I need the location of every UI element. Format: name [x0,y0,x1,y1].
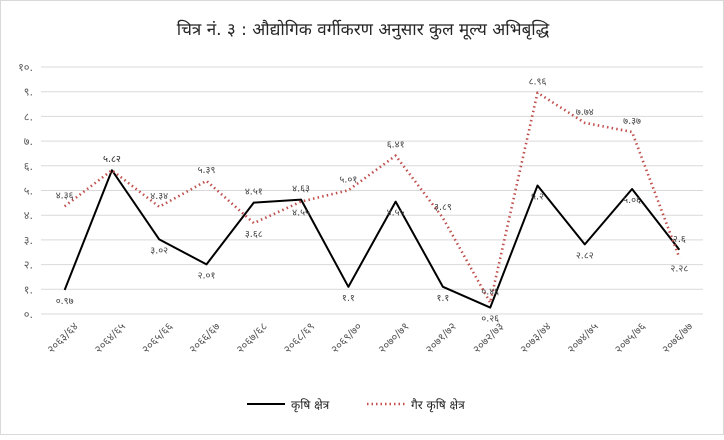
data-label: २.८२ [576,250,594,261]
data-label: ३.८९ [434,202,452,213]
legend-label-agriculture: कृषि क्षेत्र [291,398,330,413]
data-label: ६.४१ [387,140,405,151]
y-tick-label: १. [24,283,33,296]
x-tick-label: २०६६/६७ [187,320,223,356]
data-label: ८.९६ [529,77,547,88]
x-tick-label: २०७६/७७ [659,320,695,356]
x-tick-label: २०६४/६५ [92,320,128,356]
data-label: ५.२ [531,192,544,203]
data-label: ५.०६ [623,195,641,206]
chart-title: चित्र नं. ३ : औद्योगिक वर्गीकरण अनुसार क… [177,19,550,40]
x-axis-ticks: २०६३/६४ २०६४/६५ २०६५/६६ २०६६/६७ २०६७/६८ २०६८/… [45,320,696,356]
data-label: १.१ [342,293,355,304]
series-line-0 [63,169,681,309]
y-tick-label: ८. [24,110,33,123]
legend: कृषि क्षेत्र गैर कृषि क्षेत्र [247,398,465,413]
data-label: ४.५५ [387,208,405,219]
y-tick-label: १०. [18,61,33,74]
data-label: २.२८ [670,264,688,275]
legend-label-non-agriculture: गैर कृषि क्षेत्र [411,398,465,413]
x-tick-label: २०७३/७४ [518,320,554,356]
data-label: ७.७४ [576,107,594,118]
data-label: ४.५५ [292,208,310,219]
data-label: १.१ [436,293,449,304]
x-tick-label: २०७४/७५ [565,320,601,356]
data-label: ३.०२ [150,245,168,256]
data-label: ०.९७ [56,296,74,307]
x-tick-label: २०७५/७६ [612,320,648,356]
data-label: २.०१ [198,270,216,281]
y-tick-label: २. [24,259,33,272]
gridlines [41,66,703,315]
y-tick-label: ५. [24,185,33,198]
data-label: ०.२६ [481,314,499,325]
y-tick-label: ३. [24,234,33,247]
x-tick-label: २०६५/६६ [139,320,175,356]
y-tick-label: ६. [24,160,33,173]
data-label: ४.३६ [56,190,74,201]
data-label: २.६ [673,234,686,245]
data-label: ०.४६ [481,287,499,298]
y-axis-ticks: ०. १. २. ३. ४. ५. ६. ७. ८. ९. १०. [18,61,33,321]
x-tick-label: २०६३/६४ [45,320,81,356]
data-label: ४.३४ [150,191,168,202]
x-tick-label: २०६७/६८ [234,320,270,356]
data-label: ५.०१ [339,174,357,185]
x-tick-label: २०७०/७१ [376,320,412,356]
series-line-1 [63,91,681,304]
data-label: ५.८२ [103,154,121,165]
x-tick-label: २०६८/६९ [281,320,317,356]
data-label: ५.३९ [198,165,216,176]
y-tick-label: ०. [24,308,33,321]
data-label: ५.८२ [103,154,121,165]
y-tick-label: ७. [24,135,33,148]
x-tick-label: २०७२/७३ [470,320,506,356]
x-tick-label: २०७१/७२ [423,320,459,356]
data-labels: ०.९७४.३६५.८२५.८२३.०२४.३४२.०१५.३९४.५१३.६८… [56,77,689,325]
x-tick-label: २०६९/७० [328,320,364,356]
series-layer: ०.९७४.३६५.८२५.८२३.०२४.३४२.०१५.३९४.५१३.६८… [56,77,689,325]
y-tick-label: ९. [24,86,33,99]
data-label: ३.६८ [245,229,263,240]
data-label: ७.३७ [623,116,641,127]
data-label: ४.६३ [292,184,310,195]
data-label: ४.५१ [245,187,263,198]
y-tick-label: ४. [24,209,33,222]
